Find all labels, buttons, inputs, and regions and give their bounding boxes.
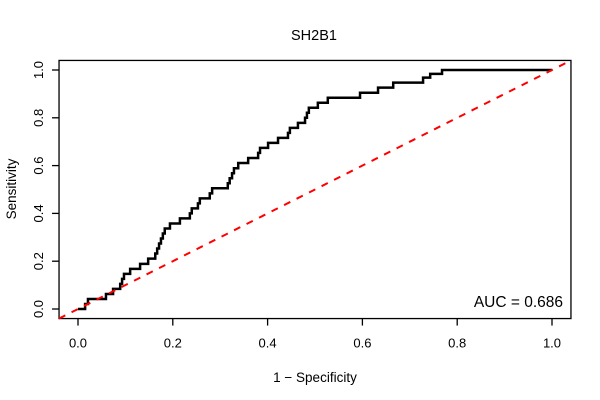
reference-diagonal-line — [58, 59, 572, 320]
x-tick-label: 0.0 — [69, 336, 87, 351]
y-tick-label: 0.8 — [31, 109, 46, 127]
x-axis: 0.0 0.2 0.4 0.6 0.8 1.0 — [69, 318, 561, 351]
x-tick-label: 1.0 — [543, 336, 561, 351]
y-tick-label: 1.0 — [31, 61, 46, 79]
y-tick-label: 0.6 — [31, 157, 46, 175]
x-axis-label: 1 − Specificity — [273, 370, 357, 385]
roc-curve — [78, 68, 552, 311]
x-tick-label: 0.2 — [164, 336, 182, 351]
y-tick-label: 0.2 — [31, 252, 46, 270]
plot-box — [58, 59, 572, 320]
y-axis-label: Sensitivity — [4, 158, 19, 219]
x-tick-label: 0.8 — [448, 336, 466, 351]
x-tick-label: 0.4 — [259, 336, 277, 351]
auc-annotation: AUC = 0.686 — [474, 294, 563, 311]
x-tick-label: 0.6 — [353, 336, 371, 351]
y-tick-label: 0.4 — [31, 204, 46, 222]
plot-title: SH2B1 — [291, 28, 337, 44]
y-axis: 0.0 0.2 0.4 0.6 0.8 1.0 — [31, 61, 60, 318]
y-tick-label: 0.0 — [31, 300, 46, 318]
